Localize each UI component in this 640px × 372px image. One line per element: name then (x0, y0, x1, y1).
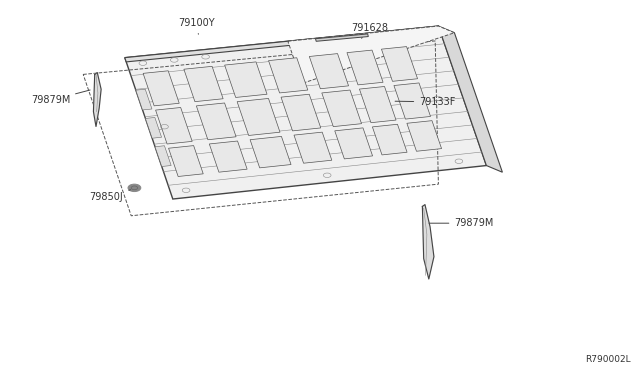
Circle shape (128, 184, 141, 192)
Polygon shape (269, 58, 308, 93)
Polygon shape (394, 83, 431, 119)
Polygon shape (237, 99, 280, 135)
Polygon shape (209, 141, 247, 172)
Text: 79879M: 79879M (31, 90, 90, 105)
Polygon shape (155, 146, 171, 167)
Polygon shape (335, 128, 372, 159)
Polygon shape (407, 121, 442, 151)
Polygon shape (322, 90, 362, 126)
Polygon shape (225, 62, 267, 97)
Polygon shape (347, 50, 383, 85)
Text: 79133F: 79133F (395, 97, 456, 107)
Polygon shape (184, 66, 223, 102)
Polygon shape (136, 89, 152, 110)
Polygon shape (288, 26, 454, 83)
Polygon shape (360, 86, 396, 123)
Polygon shape (250, 137, 291, 168)
Polygon shape (372, 124, 407, 155)
Polygon shape (294, 132, 332, 163)
Text: R790002L: R790002L (585, 355, 630, 364)
Polygon shape (125, 26, 486, 199)
Text: 79100Y: 79100Y (178, 18, 214, 34)
Polygon shape (143, 71, 179, 106)
Polygon shape (281, 94, 321, 131)
Text: 791628: 791628 (351, 22, 388, 38)
Polygon shape (145, 118, 161, 138)
Polygon shape (196, 103, 236, 140)
Text: 79850J: 79850J (90, 190, 131, 202)
Polygon shape (125, 26, 440, 62)
Polygon shape (381, 46, 417, 81)
Polygon shape (438, 26, 502, 172)
Polygon shape (156, 108, 192, 144)
Polygon shape (168, 145, 204, 176)
Polygon shape (422, 205, 434, 279)
Polygon shape (93, 73, 101, 126)
Polygon shape (309, 54, 349, 89)
Text: 79879M: 79879M (429, 218, 494, 228)
Polygon shape (316, 34, 369, 41)
